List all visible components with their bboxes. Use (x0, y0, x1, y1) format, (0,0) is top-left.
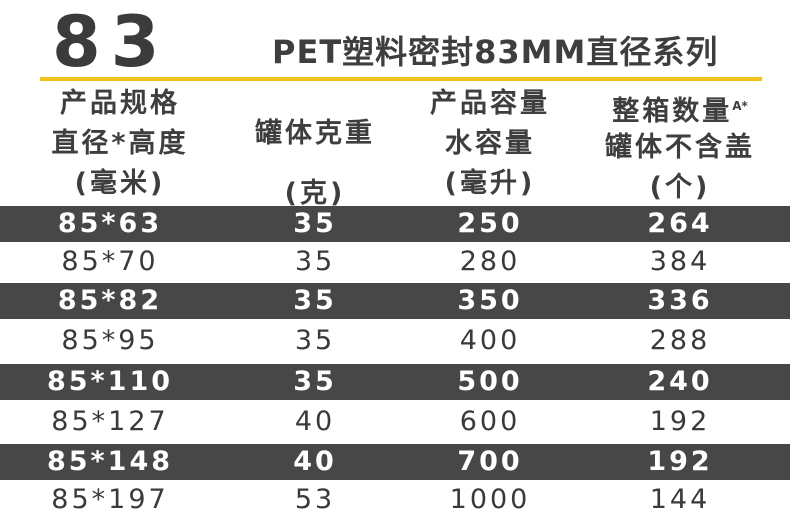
header-capacity-line: 产品容量 (430, 88, 550, 119)
header-capacity-line: 水容量 (445, 128, 535, 159)
cell-weight: 35 (293, 208, 337, 239)
cell-quantity: 192 (647, 446, 713, 477)
series-number: 83 (52, 1, 170, 83)
title-underline (40, 77, 762, 81)
header-quantity: 整箱数量A* 罐体不含盖 (个) (590, 84, 770, 208)
table-row: 85*63 35 250 264 (0, 206, 790, 242)
cell-spec: 85*95 (61, 325, 159, 356)
table-row: 85*127 40 600 192 (0, 404, 790, 440)
cell-weight: 35 (293, 285, 337, 316)
cell-quantity: 264 (647, 208, 713, 239)
header-quantity-footnote: A* (732, 99, 748, 113)
cell-spec: 85*127 (51, 406, 169, 437)
table-row: 85*148 40 700 192 (0, 444, 790, 480)
table-header: 产品规格 直径*高度 (毫米) 罐体克重 (克) 产品容量 水容量 (毫升) 整… (0, 84, 790, 209)
cell-spec: 85*110 (46, 366, 174, 397)
cell-spec: 85*148 (46, 446, 174, 477)
header-spec-line: (毫米) (74, 168, 166, 199)
cell-spec: 85*70 (61, 246, 159, 277)
cell-weight: 40 (294, 406, 336, 437)
header-capacity-line: (毫升) (444, 168, 536, 199)
table-row: 85*197 53 1000 144 (0, 482, 790, 518)
header-spec-line: 直径*高度 (51, 128, 189, 159)
header-weight-line: 罐体克重 (255, 118, 375, 149)
cell-spec: 85*197 (51, 484, 169, 515)
cell-spec: 85*63 (57, 208, 163, 239)
table-row: 85*82 35 350 336 (0, 283, 790, 319)
header-weight: 罐体克重 (克) (230, 84, 400, 214)
cell-capacity: 350 (457, 285, 523, 316)
header-spec: 产品规格 直径*高度 (毫米) (20, 84, 220, 204)
header-spec-line: 产品规格 (60, 88, 180, 119)
cell-quantity: 384 (649, 246, 711, 277)
cell-weight: 40 (293, 446, 337, 477)
cell-capacity: 280 (459, 246, 521, 277)
table-row: 85*110 35 500 240 (0, 364, 790, 400)
table-row: 85*70 35 280 384 (0, 244, 790, 280)
cell-weight: 53 (294, 484, 336, 515)
cell-capacity: 400 (459, 325, 521, 356)
header-quantity-line: 罐体不含盖 (605, 132, 755, 163)
cell-quantity: 336 (647, 285, 713, 316)
cell-weight: 35 (293, 366, 337, 397)
table-row: 85*95 35 400 288 (0, 323, 790, 359)
cell-quantity: 192 (649, 406, 711, 437)
cell-weight: 35 (294, 246, 336, 277)
cell-weight: 35 (294, 325, 336, 356)
cell-capacity: 600 (459, 406, 521, 437)
cell-capacity: 500 (457, 366, 523, 397)
header-quantity-line: (个) (649, 172, 711, 203)
cell-quantity: 240 (647, 366, 713, 397)
header-weight-line: (克) (284, 178, 346, 209)
cell-quantity: 288 (649, 325, 711, 356)
cell-capacity: 1000 (449, 484, 531, 515)
cell-spec: 85*82 (57, 285, 163, 316)
page-title: PET塑料密封83MM直径系列 (272, 33, 719, 71)
header-capacity: 产品容量 水容量 (毫升) (410, 84, 570, 204)
cell-capacity: 250 (457, 208, 523, 239)
cell-quantity: 144 (649, 484, 711, 515)
cell-capacity: 700 (457, 446, 523, 477)
header-quantity-line: 整箱数量 (612, 96, 733, 127)
